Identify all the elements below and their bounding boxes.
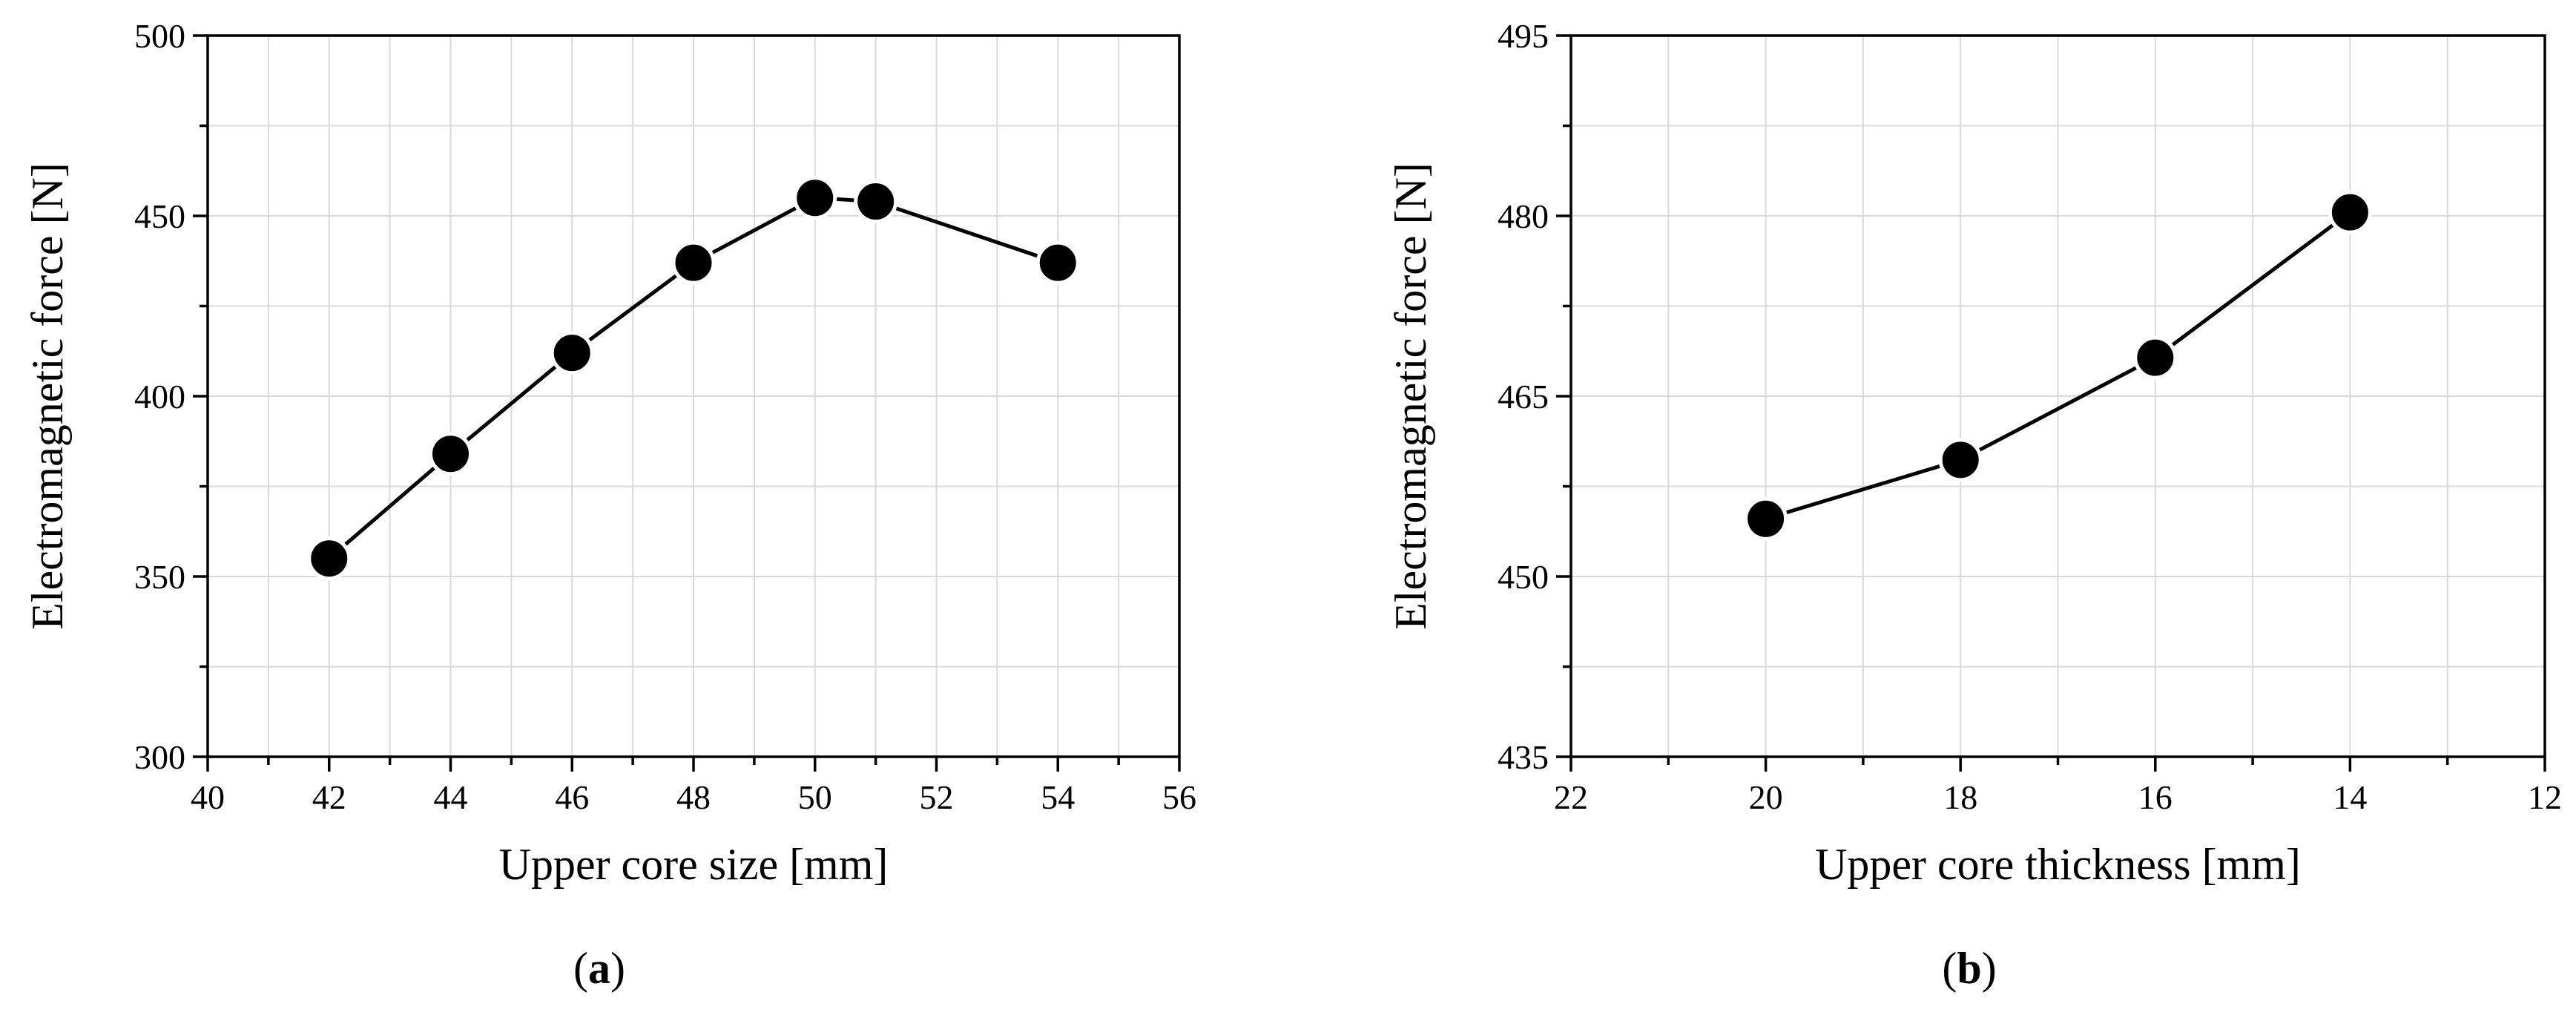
panel-b-markers	[1744, 190, 2372, 541]
data-point	[1938, 438, 1983, 482]
panel-b-caption: (b)	[1942, 944, 1996, 993]
x-tick-label: 54	[1041, 778, 1075, 816]
y-tick-label: 450	[134, 197, 185, 235]
y-tick-label: 450	[1498, 558, 1549, 596]
y-tick-label: 400	[134, 378, 185, 415]
data-point	[1744, 496, 1788, 541]
x-tick-label: 44	[434, 778, 468, 816]
panel-b-grid	[1570, 35, 2546, 758]
x-tick-label: 46	[555, 778, 589, 816]
x-tick-label: 18	[1943, 778, 1977, 816]
data-point	[2133, 335, 2178, 380]
panel-a-grid	[207, 35, 1180, 758]
panel-b-x-axis-title: Upper core thickness [mm]	[1815, 840, 2301, 889]
y-tick-label: 500	[134, 17, 185, 55]
x-tick-label: 20	[1749, 778, 1783, 816]
data-point	[793, 176, 837, 220]
y-tick-label: 465	[1498, 378, 1549, 415]
x-tick-label: 50	[798, 778, 832, 816]
panel-a-ticks	[193, 34, 1181, 772]
data-point	[671, 240, 716, 285]
panel-a-markers	[307, 176, 1080, 581]
x-tick-label: 22	[1554, 778, 1588, 816]
x-tick-label: 16	[2138, 778, 2173, 816]
data-point	[429, 432, 472, 476]
data-point	[2328, 190, 2372, 234]
panel-b-y-axis-title: Electromagnetic force [N]	[1386, 162, 1435, 630]
x-tick-label: 56	[1162, 778, 1196, 816]
y-tick-label: 495	[1498, 17, 1549, 55]
x-tick-label: 40	[191, 778, 225, 816]
x-tick-label: 14	[2333, 778, 2367, 816]
panel-b-series-line	[1765, 211, 2351, 521]
panel-a-chart: 40 42 44 46 48 50 52 54 56 300 350 400 450 500 Upper …	[23, 17, 1196, 993]
panel-a-x-axis-title: Upper core size [mm]	[499, 840, 889, 889]
data-point	[1035, 240, 1080, 285]
panel-b-tick-labels: 22 20 18 16 14 12 435 450 465 480 495	[1498, 17, 2562, 816]
panel-a-tick-labels: 40 42 44 46 48 50 52 54 56 300 350 400 450 500	[134, 17, 1196, 816]
y-tick-label: 300	[134, 738, 185, 776]
y-tick-label: 435	[1498, 738, 1549, 776]
panel-b-ticks	[1556, 34, 2546, 772]
data-point	[550, 331, 594, 375]
x-tick-label: 42	[312, 778, 346, 816]
x-tick-label: 52	[920, 778, 954, 816]
y-tick-label: 480	[1498, 197, 1549, 235]
panel-b-caption-letter: b	[1957, 944, 1981, 993]
data-point	[307, 536, 352, 581]
panel-a-caption-letter: a	[588, 944, 610, 993]
x-tick-label: 12	[2528, 778, 2562, 816]
data-point	[854, 180, 898, 224]
x-tick-label: 48	[676, 778, 711, 816]
panel-a-y-axis-title: Electromagnetic force [N]	[23, 162, 72, 630]
y-tick-label: 350	[134, 558, 185, 596]
panel-a-caption: (a)	[573, 944, 625, 993]
panel-b-chart: 22 20 18 16 14 12 435 450 465 480 495 Upper core t…	[1386, 17, 2562, 993]
